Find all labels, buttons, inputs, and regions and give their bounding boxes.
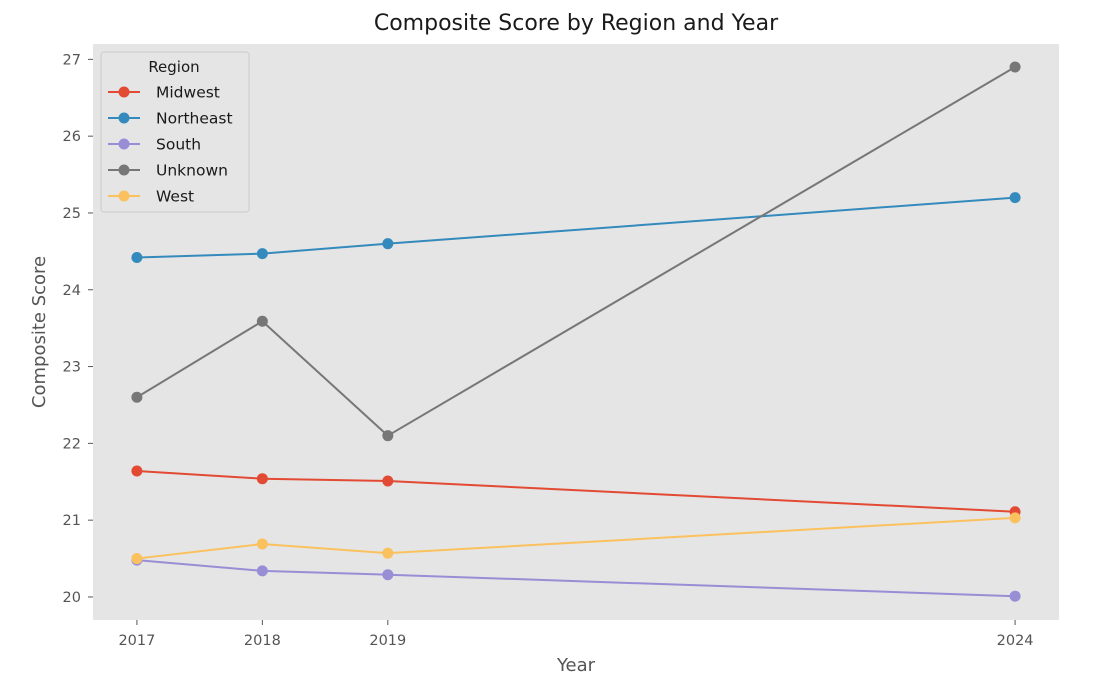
legend-label: Unknown xyxy=(156,162,228,180)
data-point-south xyxy=(256,565,268,577)
legend-entry-unknown: Unknown xyxy=(108,162,228,180)
legend-entry-west: West xyxy=(108,188,194,206)
series-west xyxy=(131,512,1021,565)
data-point-northeast xyxy=(131,252,143,264)
legend-entry-south: South xyxy=(108,136,201,154)
series-northeast xyxy=(131,192,1021,264)
series-layer xyxy=(131,61,1021,602)
legend-entry-midwest: Midwest xyxy=(108,84,220,102)
x-tick-label: 2018 xyxy=(244,633,281,649)
data-point-west xyxy=(131,553,143,565)
legend-entry-northeast: Northeast xyxy=(108,110,233,128)
x-tick-label: 2024 xyxy=(997,633,1034,649)
series-midwest xyxy=(131,465,1021,518)
data-point-unknown xyxy=(382,430,394,442)
series-line-midwest xyxy=(136,470,1016,513)
x-tick-label: 2019 xyxy=(369,633,406,649)
legend-label: West xyxy=(156,188,194,206)
y-tick-label: 23 xyxy=(63,360,81,376)
y-tick-label: 20 xyxy=(63,590,81,606)
y-tick-label: 21 xyxy=(63,513,81,529)
y-tick-label: 22 xyxy=(63,436,81,452)
data-point-northeast xyxy=(256,248,268,260)
series-line-northeast xyxy=(136,196,1016,259)
y-tick-label: 26 xyxy=(63,129,81,145)
data-point-south xyxy=(382,569,394,581)
legend-marker xyxy=(118,138,130,150)
data-point-midwest xyxy=(256,473,268,485)
legend-entries: Midwest Northeast South Unknown West xyxy=(108,84,233,206)
data-point-unknown xyxy=(256,315,268,327)
data-point-northeast xyxy=(382,238,394,250)
x-tick-label: 2017 xyxy=(118,633,155,649)
y-axis-label: Composite Score xyxy=(29,256,50,408)
axes-ticks: 2017 2018 2019 2024 20 21 22 23 24 25 26 27 xyxy=(63,52,1034,649)
series-line-west xyxy=(136,516,1016,560)
data-point-midwest xyxy=(131,465,143,477)
data-point-unknown xyxy=(1009,61,1021,73)
legend-marker xyxy=(118,190,130,202)
data-point-west xyxy=(1009,512,1021,524)
data-point-south xyxy=(1009,590,1021,602)
legend-label: Northeast xyxy=(156,110,233,128)
legend-label: Midwest xyxy=(156,84,220,102)
legend: Region Midwest Northeast South Unknown West xyxy=(100,51,250,213)
legend-marker xyxy=(118,164,130,176)
series-line-south xyxy=(136,559,1016,598)
legend-label: South xyxy=(156,136,201,154)
legend-title: Region xyxy=(148,58,199,76)
y-tick-label: 24 xyxy=(63,283,81,299)
data-point-northeast xyxy=(1009,192,1021,204)
data-point-unknown xyxy=(131,391,143,403)
data-point-midwest xyxy=(382,475,394,487)
x-axis-label: Year xyxy=(556,655,596,676)
data-point-west xyxy=(256,538,268,550)
data-point-west xyxy=(382,547,394,559)
chart-title: Composite Score by Region and Year xyxy=(374,11,779,36)
legend-marker xyxy=(118,112,130,124)
y-tick-label: 25 xyxy=(63,206,81,222)
legend-marker xyxy=(118,86,130,98)
series-unknown xyxy=(131,61,1021,442)
series-line-unknown xyxy=(136,66,1016,437)
y-tick-label: 27 xyxy=(63,52,81,68)
